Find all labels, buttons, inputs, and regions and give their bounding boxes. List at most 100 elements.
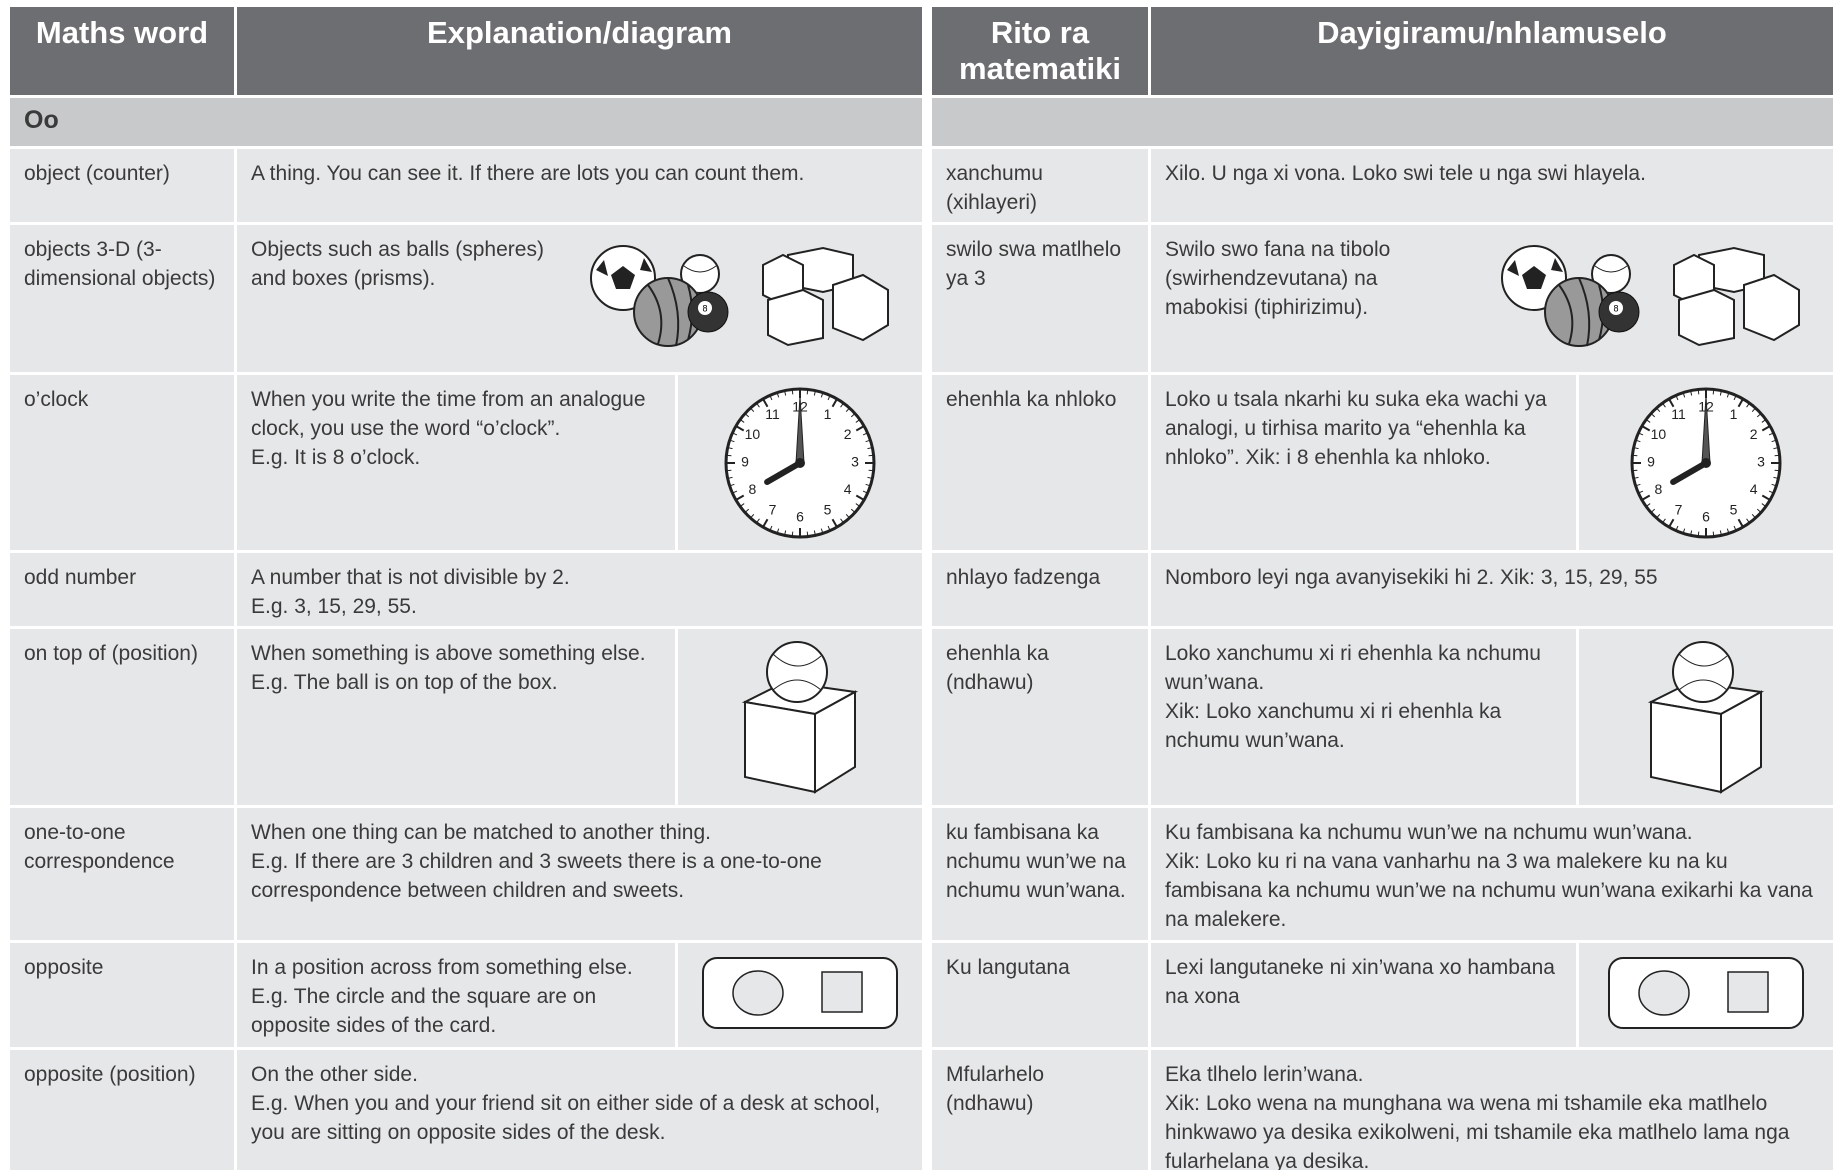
diagram-polygon — [832, 273, 889, 341]
diagram-polygon — [1743, 273, 1800, 341]
diagram-circle — [680, 253, 720, 294]
diagram-rect — [702, 957, 898, 1029]
diagram-line — [840, 403, 844, 407]
diagram-line — [1756, 413, 1761, 417]
diagram — [1576, 943, 1833, 1047]
diagram-text: 10 — [745, 426, 761, 442]
diagram-line — [1668, 518, 1675, 527]
term: ku fambisana ka nchumu wun’we na nchumu … — [932, 808, 1148, 940]
diagram-line — [1761, 419, 1766, 423]
term: Mfularhelo (ndhawu) — [932, 1050, 1148, 1170]
diagram-line — [784, 529, 787, 535]
explanation-text: Swilo swo fana na tibolo (swirhendzevuta… — [1165, 235, 1455, 362]
diagram-rect — [1727, 971, 1769, 1013]
diagram-line — [1756, 508, 1761, 512]
diagram-polygon — [1650, 700, 1722, 794]
diagram-text: 7 — [1675, 501, 1683, 517]
diagram-path — [683, 265, 717, 272]
explanation-cell: Lexi langutaneke ni xin’wana xo hambana … — [1151, 943, 1833, 1047]
term: opposite (position) — [10, 1050, 234, 1170]
diagram-line — [762, 518, 769, 527]
diagram-polygon — [611, 265, 635, 289]
term: on top of (position) — [10, 629, 234, 805]
diagram-circle — [698, 300, 712, 315]
diagram-line — [855, 419, 860, 423]
explanation: E.g. The ball is on top of the box. — [251, 671, 558, 694]
explanation-cell: Swilo swo fana na tibolo (swirhendzevuta… — [1151, 225, 1833, 372]
diagram-line — [730, 483, 735, 486]
explanation: In a position across from something else… — [251, 956, 633, 979]
diagram-text: 3 — [1757, 453, 1765, 469]
diagram-text: 2 — [844, 426, 852, 442]
diagram-text: 1 — [824, 406, 832, 422]
diagram-g — [1673, 246, 1800, 346]
diagram-line — [1662, 518, 1666, 522]
diagram-circle — [1609, 300, 1623, 315]
diagram-polygon — [1551, 257, 1563, 272]
diagram-line — [1634, 476, 1639, 479]
term: object (counter) — [10, 149, 234, 222]
diagram-text: 6 — [1702, 508, 1710, 524]
balls-and-boxes: 8 — [590, 244, 889, 347]
diagram-line — [1651, 413, 1656, 417]
diagram-line — [1682, 392, 1686, 398]
explanation: E.g. The circle and the square are on op… — [251, 985, 597, 1037]
diagram-line — [1719, 529, 1722, 535]
diagram-line — [1768, 432, 1773, 435]
diagram — [675, 629, 922, 805]
diagram — [1576, 629, 1833, 805]
diagram-text: 8 — [702, 303, 707, 313]
explanation: A number that is not divisible by 2. — [251, 566, 570, 589]
ball-on-box — [1647, 641, 1765, 794]
explanation-text: Loko u tsala nkarhi ku suka eka wachi ya… — [1151, 375, 1576, 550]
diagram-line — [1690, 529, 1693, 535]
diagram-line — [745, 413, 750, 417]
card — [702, 957, 898, 1029]
explanation-text: In a position across from something else… — [237, 943, 675, 1047]
diagram-line — [1746, 403, 1750, 407]
diagram-line — [862, 490, 867, 493]
diagram-polygon — [596, 259, 608, 276]
explanation-text: Objects such as balls (spheres) and boxe… — [251, 235, 561, 362]
diagram-line — [1771, 439, 1776, 442]
diagram: 8 — [1499, 240, 1819, 358]
diagram-line — [1675, 395, 1679, 400]
diagram-text: 7 — [769, 501, 777, 517]
diagram-path — [1594, 265, 1628, 272]
explanation-cell: Xilo. U nga xi vona. Loko swi tele u nga… — [1151, 149, 1833, 222]
diagram-line — [728, 476, 733, 479]
explanation: Eka tlhelo lerin’wana. — [1165, 1063, 1364, 1086]
diagram: 121234567891011 — [1576, 375, 1833, 550]
diagram-line — [855, 502, 860, 506]
explanation-cell: Eka tlhelo lerin’wana. Xik: Loko wena na … — [1151, 1050, 1833, 1170]
diagram-line — [730, 439, 735, 442]
diagram: 121234567891011 — [675, 375, 922, 550]
diagram-line — [1733, 395, 1737, 400]
term: one-to-one correspondence — [10, 808, 234, 940]
column-header: Maths word — [10, 7, 234, 95]
diagram-line — [1761, 425, 1770, 431]
column-header: Dayigiramu/nhlamuselo — [1151, 7, 1833, 95]
term: objects 3-D (3-dimensional objects) — [10, 225, 234, 372]
diagram-line — [831, 518, 838, 527]
explanation-cell: Objects such as balls (spheres) and boxe… — [237, 225, 922, 372]
term: opposite — [10, 943, 234, 1047]
diagram-circle — [1672, 641, 1734, 703]
diagram-line — [1668, 398, 1675, 407]
diagram-line — [1719, 390, 1722, 396]
diagram-line — [764, 459, 803, 485]
diagram-line — [776, 527, 780, 533]
diagram-line — [756, 403, 760, 407]
diagram-circle — [766, 641, 828, 703]
diagram-line — [1639, 432, 1644, 435]
diagram-polygon — [814, 690, 856, 794]
diagram-line — [1771, 483, 1776, 486]
clock: 121234567891011 — [724, 387, 876, 538]
diagram-line — [850, 508, 855, 512]
diagram-line — [1646, 419, 1651, 423]
explanation: Nomboro leyi nga avanyisekiki hi 2. Xik:… — [1165, 566, 1658, 589]
diagram-line — [1746, 518, 1750, 522]
explanation-cell: A number that is not divisible by 2. E.g.… — [237, 553, 922, 626]
diagram-line — [1675, 525, 1679, 530]
